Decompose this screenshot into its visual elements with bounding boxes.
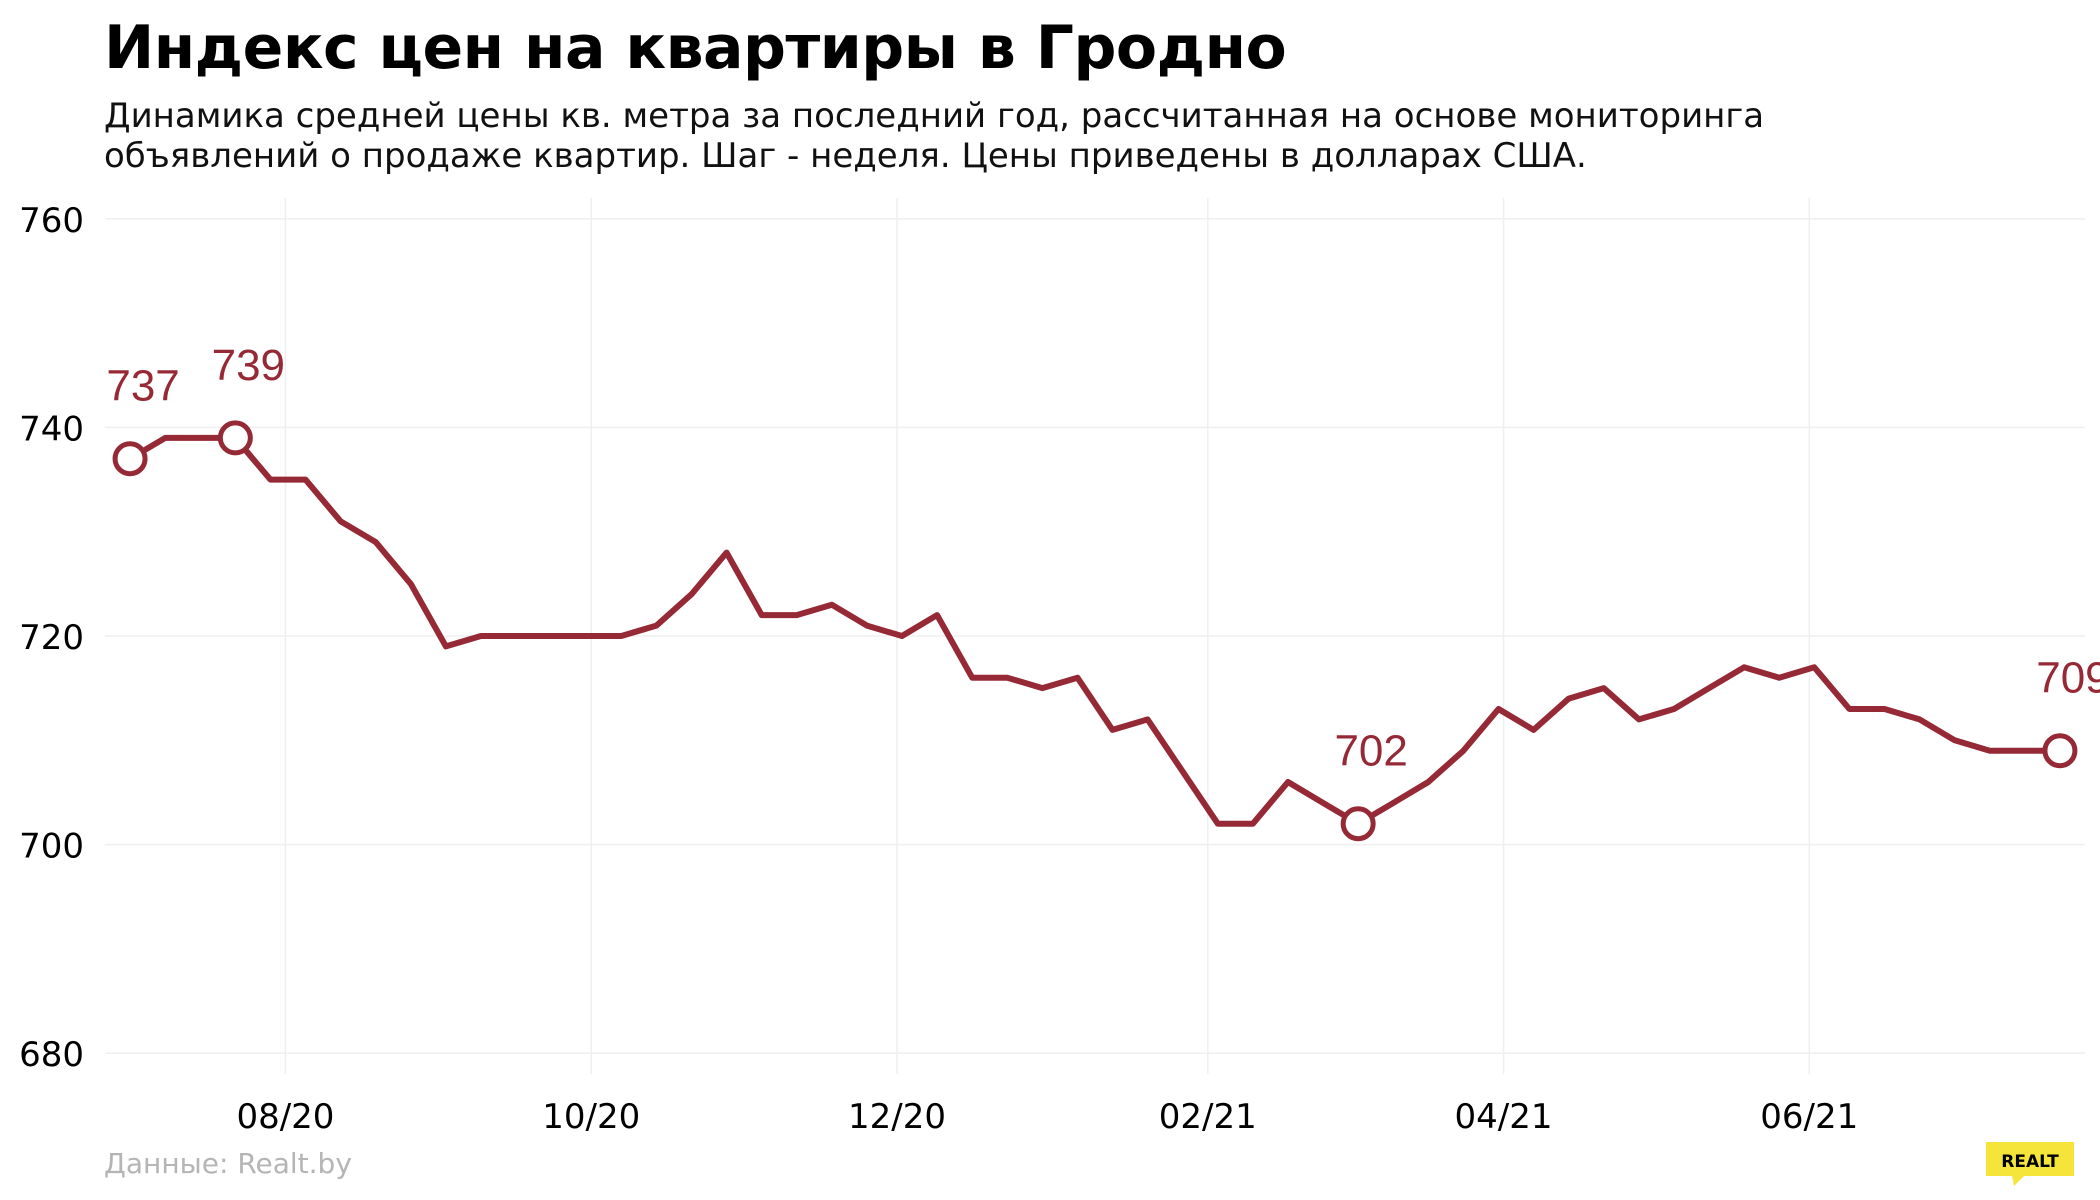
data-label: 737 bbox=[106, 362, 179, 411]
svg-text:REALT: REALT bbox=[2001, 1152, 2059, 1172]
data-label: 739 bbox=[212, 341, 285, 390]
y-tick-label: 700 bbox=[19, 827, 84, 867]
highlight-point bbox=[2042, 733, 2078, 769]
subtitle-line-2: объявлений о продаже квартир. Шаг - неде… bbox=[104, 136, 1587, 176]
y-tick-label: 680 bbox=[19, 1035, 84, 1075]
highlight-point bbox=[217, 420, 253, 456]
x-tick-label: 10/20 bbox=[542, 1097, 640, 1137]
x-tick-label: 04/21 bbox=[1455, 1097, 1553, 1137]
y-tick-label: 720 bbox=[19, 618, 84, 658]
x-tick-label: 02/21 bbox=[1159, 1097, 1257, 1137]
data-source-note: Данные: Realt.by bbox=[104, 1147, 352, 1180]
chart-subtitle: Динамика средней цены кв. метра за после… bbox=[104, 96, 2004, 176]
chart-title: Индекс цен на квартиры в Гродно bbox=[104, 13, 1287, 83]
x-tick-label: 12/20 bbox=[848, 1097, 946, 1137]
highlight-point bbox=[112, 441, 148, 477]
x-tick-label: 08/20 bbox=[236, 1097, 334, 1137]
highlight-point bbox=[1340, 806, 1376, 842]
realt-logo: REALT bbox=[1986, 1142, 2074, 1186]
y-tick-label: 740 bbox=[19, 409, 84, 449]
price-series-line bbox=[127, 434, 2063, 827]
subtitle-line-1: Динамика средней цены кв. метра за после… bbox=[104, 96, 1765, 136]
data-label: 702 bbox=[1334, 727, 1407, 776]
data-label: 709 bbox=[2036, 654, 2100, 703]
y-tick-label: 760 bbox=[19, 201, 84, 241]
x-tick-label: 06/21 bbox=[1760, 1097, 1858, 1137]
